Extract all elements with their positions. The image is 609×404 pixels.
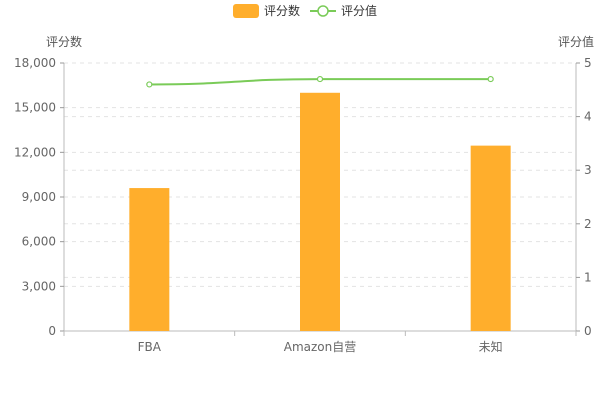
line-series xyxy=(146,75,494,88)
right-tick-label: 0 xyxy=(584,324,592,338)
left-tick-label: 6,000 xyxy=(22,235,56,249)
legend-line-marker xyxy=(317,5,329,17)
x-tick-label: 未知 xyxy=(479,340,503,354)
legend-bar-label: 评分数 xyxy=(264,3,300,18)
left-axis-ticks: 0 3,000 6,000 9,000 12,000 15,000 18,000 xyxy=(14,56,64,338)
left-tick-label: 15,000 xyxy=(14,101,56,115)
left-tick-label: 12,000 xyxy=(14,145,56,159)
right-axis-ticks: 0 1 2 3 4 5 xyxy=(576,56,592,338)
left-tick-label: 18,000 xyxy=(14,56,56,70)
legend-item-bar[interactable]: 评分数 xyxy=(233,3,300,18)
right-tick-label: 2 xyxy=(584,217,592,231)
bar[interactable] xyxy=(470,145,511,331)
line-point[interactable] xyxy=(316,75,324,83)
right-tick-label: 4 xyxy=(584,110,592,124)
left-tick-label: 0 xyxy=(48,324,56,338)
left-axis-title: 评分数 xyxy=(46,34,82,49)
x-axis-ticks: FBA Amazon自营 未知 xyxy=(63,331,577,354)
legend-item-line[interactable]: 评分值 xyxy=(310,3,377,18)
bar-series xyxy=(129,92,511,332)
legend-line-label: 评分值 xyxy=(341,3,377,18)
line-point[interactable] xyxy=(146,81,153,88)
right-tick-label: 3 xyxy=(584,163,592,177)
legend[interactable]: 评分数 评分值 xyxy=(233,3,377,18)
line-point[interactable] xyxy=(487,75,494,83)
right-tick-label: 5 xyxy=(584,56,592,70)
bar[interactable] xyxy=(129,188,170,331)
right-axis-title: 评分值 xyxy=(558,34,594,49)
legend-bar-swatch xyxy=(233,4,259,18)
left-tick-label: 3,000 xyxy=(22,279,56,293)
left-tick-label: 9,000 xyxy=(22,190,56,204)
x-tick-label: FBA xyxy=(138,340,162,354)
right-tick-label: 1 xyxy=(584,270,592,284)
bar[interactable] xyxy=(300,92,340,332)
x-tick-label: Amazon自营 xyxy=(284,340,357,354)
